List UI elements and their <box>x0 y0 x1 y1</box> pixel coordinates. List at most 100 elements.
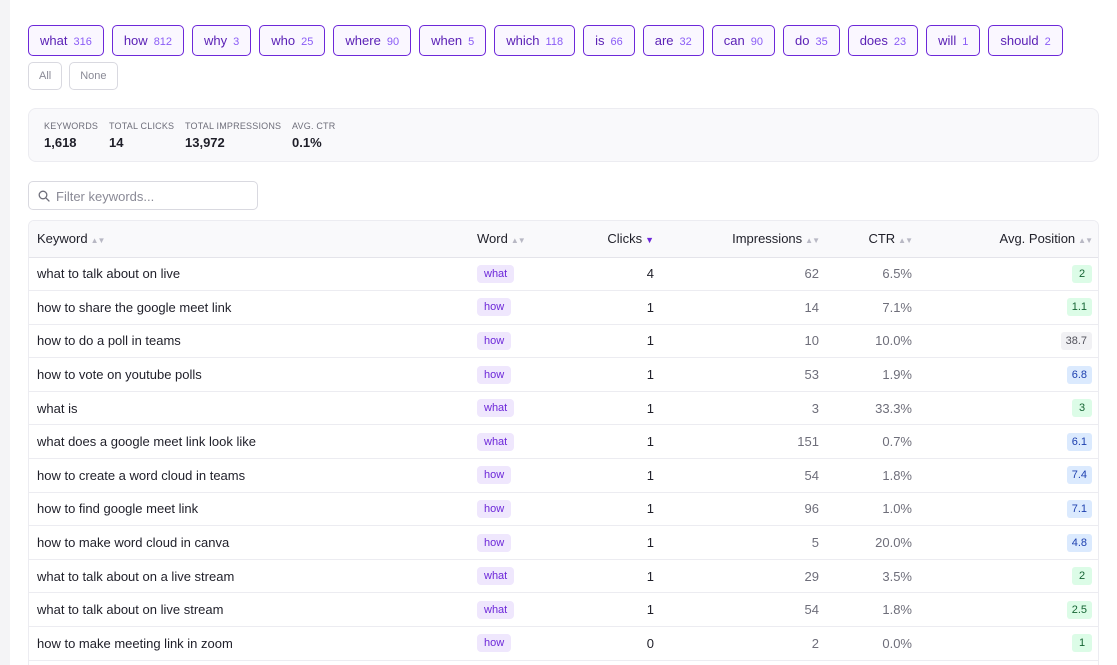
word-chip-which[interactable]: which 118 <box>494 25 576 56</box>
column-label: Clicks <box>607 231 643 247</box>
column-header-impressions[interactable]: Impressions ▲▼ <box>662 221 827 258</box>
clicks-cell: 1 <box>569 458 662 493</box>
impressions-cell: 5 <box>662 525 827 560</box>
ctr-cell: 10.0% <box>827 324 920 359</box>
clicks-cell: 4 <box>569 257 662 292</box>
word-cell: how <box>469 324 569 359</box>
keyword-text: what does a google meet link look like <box>37 434 256 450</box>
select-all-button[interactable]: All <box>28 62 63 90</box>
stat-keywords: Keywords 1,618 <box>44 121 98 150</box>
position-cell: 1.1 <box>920 290 1098 325</box>
impressions-cell: 14 <box>662 290 827 325</box>
keyword-text: what is <box>37 400 78 416</box>
word-cell: how <box>469 357 569 392</box>
word-chip-label: which <box>506 33 540 48</box>
stat-avg-ctr: Avg. CTR 0.1% <box>292 121 335 150</box>
word-chip-count: 35 <box>815 36 828 48</box>
search-icon <box>38 190 50 202</box>
word-chip-who[interactable]: who 25 <box>259 25 326 56</box>
stat-total-clicks: Total Clicks 14 <box>109 121 174 150</box>
sort-arrows-icon: ▲▼ <box>90 236 106 246</box>
table-row[interactable]: how to create a word cloud in teams how 1 5… <box>29 458 1098 493</box>
keyword-text: how to share the google meet link <box>37 299 232 315</box>
word-badge: what <box>477 399 515 418</box>
table-row[interactable]: how to share the google meet link how 1 14 7… <box>29 290 1098 325</box>
column-header-word[interactable]: Word ▲▼ <box>469 221 569 258</box>
table-row[interactable]: how to find google meet link how 1 96 1.0% 7.… <box>29 492 1098 527</box>
word-chip-why[interactable]: why 3 <box>192 25 252 56</box>
word-badge: what <box>477 567 515 586</box>
column-label: Keyword <box>37 231 88 247</box>
word-chip-count: 812 <box>153 36 173 48</box>
word-chip-do[interactable]: do 35 <box>782 25 840 56</box>
word-cell: how <box>469 290 569 325</box>
keyword-cell: what to talk about on a live stream <box>29 559 469 594</box>
word-chip-label: where <box>345 33 381 48</box>
word-chip-count: 25 <box>301 36 314 48</box>
column-header-keyword[interactable]: Keyword ▲▼ <box>29 221 469 258</box>
table-row[interactable]: how to make word cloud in canva how 1 5 20.0… <box>29 525 1098 560</box>
word-chip-are[interactable]: are 32 <box>642 25 704 56</box>
keyword-text: how to make word cloud in canva <box>37 535 230 551</box>
keyword-text: how to create a word cloud in teams <box>37 467 246 483</box>
table-row[interactable]: how to vote on youtube polls how 1 53 1.9% 6.… <box>29 357 1098 392</box>
word-badge: what <box>477 432 515 451</box>
table-row[interactable]: what to talk about on live what 4 62 6.5% 2 <box>29 257 1098 292</box>
column-header-avg-position[interactable]: Avg. Position ▲▼ <box>920 221 1098 258</box>
ctr-cell: 1.9% <box>827 357 920 392</box>
position-badge: 1.1 <box>1066 298 1092 317</box>
table-row[interactable]: how to make meeting link in zoom how 0 2 0.0… <box>29 626 1098 661</box>
clicks-cell: 1 <box>569 357 662 392</box>
table-row[interactable]: what does a google meet link look like wh… <box>29 424 1098 460</box>
ctr-cell: 7.1% <box>827 290 920 325</box>
keyword-text: how to find google meet link <box>37 501 199 517</box>
word-chip-can[interactable]: can 90 <box>711 25 775 56</box>
word-chip-label: who <box>271 33 296 48</box>
keyword-cell: how to share the google meet link <box>29 290 469 325</box>
word-chip-will[interactable]: will 1 <box>926 25 981 56</box>
keyword-filter-input[interactable] <box>54 186 254 207</box>
table-row[interactable]: what to talk about on a live stream what 1… <box>29 559 1098 594</box>
word-chip-how[interactable]: how 812 <box>111 25 185 56</box>
word-cell: how <box>469 626 569 661</box>
clicks-cell: 1 <box>569 424 662 460</box>
column-label: Impressions <box>732 231 803 247</box>
clicks-cell: 1 <box>569 559 662 594</box>
word-cell: how <box>469 458 569 493</box>
word-chip-label: will <box>938 33 957 48</box>
impressions-cell: 2 <box>662 626 827 661</box>
word-chip-count: 118 <box>545 36 564 48</box>
word-chip-when[interactable]: when 5 <box>419 25 487 56</box>
keyword-filter <box>28 181 258 210</box>
word-chip-count: 2 <box>1044 36 1051 48</box>
summary-stats: Keywords 1,618 Total Clicks 14 Total Imp… <box>28 108 1099 162</box>
word-chip-does[interactable]: does 23 <box>847 25 919 56</box>
word-chip-count: 90 <box>750 36 763 48</box>
clicks-cell: 1 <box>569 492 662 527</box>
word-chip-count: 23 <box>893 36 907 48</box>
word-cell: how <box>469 525 569 560</box>
column-header-clicks[interactable]: Clicks ▼ <box>569 221 662 258</box>
keyword-cell: what to talk about on live stream <box>29 592 469 628</box>
word-chip-should[interactable]: should 2 <box>988 25 1063 56</box>
table-header-row: Keyword ▲▼ Word ▲▼ Clicks ▼ Impressions ▲▼ C… <box>29 221 1098 258</box>
keyword-text: what to talk about on live stream <box>37 602 224 618</box>
clicks-cell: 1 <box>569 592 662 628</box>
table-row[interactable]: how to do a poll in teams how 1 10 10.0% 38.7 <box>29 324 1098 359</box>
word-chip-label: do <box>794 33 810 48</box>
word-chip-label: does <box>859 33 888 48</box>
word-badge: how <box>477 499 512 518</box>
keyword-cell: what to talk about on live <box>29 257 469 292</box>
word-chip-what[interactable]: what 316 <box>28 25 104 56</box>
table-row[interactable]: what to talk about on live stream what 1 54… <box>29 592 1098 628</box>
word-chip-where[interactable]: where 90 <box>333 25 412 56</box>
keyword-text: how to make meeting link in zoom <box>37 635 233 651</box>
select-none-button[interactable]: None <box>69 62 118 90</box>
word-chip-is[interactable]: is 66 <box>583 25 635 56</box>
keyword-cell: how to do a poll in teams <box>29 324 469 359</box>
position-cell: 4.8 <box>920 525 1098 560</box>
table-row[interactable]: what is what 1 3 33.3% 3 <box>29 391 1098 426</box>
word-chip-label: why <box>204 33 228 48</box>
column-header-ctr[interactable]: CTR ▲▼ <box>827 221 920 258</box>
keyword-text: how to vote on youtube polls <box>37 367 202 383</box>
